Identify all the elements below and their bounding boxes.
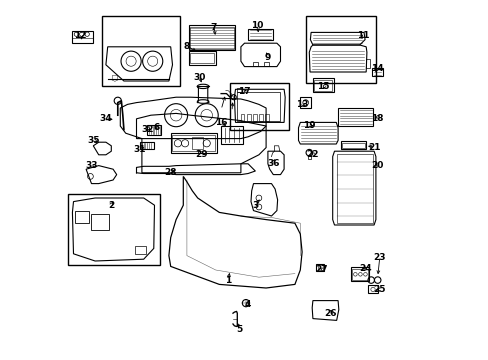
Text: 27: 27 (315, 266, 327, 274)
Text: 7: 7 (210, 22, 217, 31)
Bar (147, 125, 161, 135)
Bar (221, 126, 242, 144)
Bar (313, 80, 331, 91)
Bar (190, 27, 233, 49)
Bar (247, 29, 272, 40)
Text: 20: 20 (371, 161, 383, 170)
Bar (350, 267, 368, 281)
Bar (246, 114, 250, 121)
Text: 14: 14 (370, 64, 383, 73)
Text: 33: 33 (85, 161, 98, 170)
Text: 25: 25 (372, 285, 385, 294)
Text: 13: 13 (295, 100, 308, 109)
Bar (337, 154, 373, 223)
Bar (68, 194, 160, 265)
Bar (188, 25, 235, 50)
Bar (337, 108, 373, 126)
Bar (102, 16, 179, 86)
Bar (253, 114, 256, 121)
Bar (312, 78, 333, 92)
Bar (172, 135, 215, 151)
Text: 36: 36 (266, 159, 279, 168)
Bar (265, 114, 268, 121)
Bar (236, 88, 242, 92)
Text: 35: 35 (87, 136, 100, 145)
Bar (170, 133, 217, 153)
Text: 10: 10 (250, 21, 263, 30)
Bar (305, 16, 375, 83)
Text: 11: 11 (356, 31, 369, 40)
Bar (340, 141, 366, 149)
Bar (300, 97, 310, 108)
Text: 30: 30 (193, 73, 205, 82)
Bar (342, 143, 365, 148)
Bar (140, 142, 153, 149)
Text: 24: 24 (358, 264, 371, 273)
Text: 5: 5 (236, 325, 242, 334)
Text: 4: 4 (244, 300, 251, 309)
Bar (192, 137, 203, 149)
Bar (91, 214, 108, 230)
Bar (188, 51, 215, 65)
Text: 32: 32 (141, 125, 153, 134)
Bar (351, 269, 367, 280)
Bar (190, 53, 213, 63)
Bar (72, 31, 92, 43)
Text: 31: 31 (134, 145, 146, 154)
Bar (371, 68, 382, 76)
Bar (316, 264, 324, 271)
Bar (241, 114, 244, 121)
Bar (237, 92, 280, 121)
Text: 8: 8 (183, 42, 190, 51)
Text: 18: 18 (371, 114, 383, 123)
Text: 15: 15 (317, 82, 329, 91)
Bar (366, 59, 370, 68)
Text: 19: 19 (303, 122, 315, 130)
Bar (75, 211, 89, 223)
Text: 16: 16 (214, 118, 227, 127)
Text: 29: 29 (195, 150, 207, 159)
Bar (317, 265, 323, 270)
Text: 23: 23 (372, 253, 385, 262)
Bar (367, 285, 377, 293)
Bar (253, 62, 257, 66)
Text: 12: 12 (74, 31, 87, 40)
Text: 34: 34 (100, 114, 112, 123)
Bar (307, 155, 310, 159)
Text: 1: 1 (224, 276, 231, 285)
Text: 21: 21 (367, 143, 380, 152)
Bar (259, 114, 263, 121)
Text: 6: 6 (153, 123, 159, 132)
Bar (230, 83, 289, 130)
Text: 22: 22 (306, 150, 319, 159)
Text: 3: 3 (252, 201, 258, 210)
Text: 26: 26 (324, 309, 336, 318)
Text: 9: 9 (264, 53, 270, 62)
Text: 2: 2 (108, 201, 114, 210)
Text: 28: 28 (164, 168, 177, 177)
Text: 17: 17 (238, 87, 250, 96)
Bar (264, 62, 268, 66)
Bar (134, 246, 145, 254)
